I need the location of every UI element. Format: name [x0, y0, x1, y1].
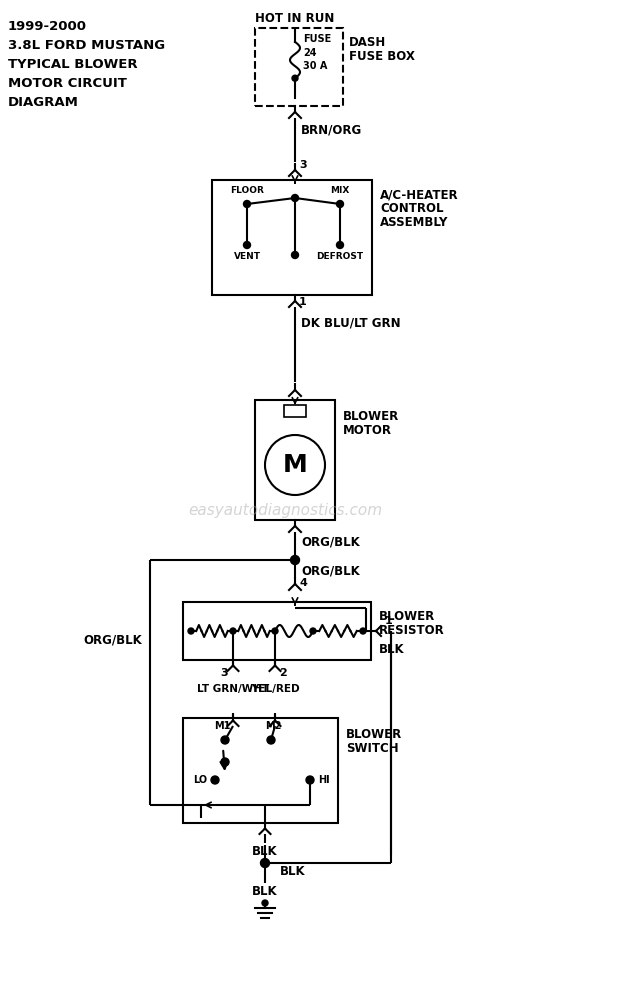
- Text: TYPICAL BLOWER: TYPICAL BLOWER: [8, 58, 138, 71]
- Text: 24: 24: [303, 48, 317, 58]
- Circle shape: [188, 628, 194, 634]
- Text: A/C-HEATER: A/C-HEATER: [380, 188, 459, 201]
- Text: ORG/BLK: ORG/BLK: [83, 634, 142, 647]
- Text: BLOWER: BLOWER: [379, 610, 435, 623]
- Text: SWITCH: SWITCH: [346, 742, 399, 755]
- Text: 2: 2: [279, 668, 287, 678]
- Text: FUSE: FUSE: [303, 34, 332, 44]
- Circle shape: [262, 900, 268, 906]
- Text: DK BLU/LT GRN: DK BLU/LT GRN: [301, 316, 400, 330]
- Text: BRN/ORG: BRN/ORG: [301, 123, 362, 136]
- Bar: [183, 602, 371, 660]
- Circle shape: [292, 251, 298, 258]
- Text: RESISTOR: RESISTOR: [379, 624, 445, 637]
- Circle shape: [292, 75, 298, 81]
- Circle shape: [272, 628, 278, 634]
- Text: MIX: MIX: [330, 186, 350, 195]
- Circle shape: [306, 776, 314, 784]
- Text: 1: 1: [385, 616, 393, 626]
- Text: 4: 4: [299, 578, 307, 588]
- Circle shape: [221, 736, 229, 744]
- Bar: [255, 28, 343, 106]
- Circle shape: [267, 736, 275, 744]
- Bar: [212, 180, 372, 295]
- Text: HI: HI: [318, 775, 329, 785]
- Text: 1: 1: [299, 297, 307, 307]
- Circle shape: [310, 628, 316, 634]
- Circle shape: [221, 758, 229, 766]
- Text: 3: 3: [299, 160, 307, 170]
- Text: YEL/RED: YEL/RED: [251, 684, 299, 694]
- Circle shape: [360, 628, 366, 634]
- Text: CONTROL: CONTROL: [380, 202, 444, 215]
- Text: LT GRN/WHT: LT GRN/WHT: [197, 684, 269, 694]
- Circle shape: [211, 776, 219, 784]
- Circle shape: [243, 200, 250, 208]
- Circle shape: [292, 194, 298, 202]
- Text: M2: M2: [265, 721, 281, 731]
- Text: easyautodiagnostics.com: easyautodiagnostics.com: [188, 502, 382, 518]
- Text: BLK: BLK: [379, 643, 405, 656]
- Text: LO: LO: [193, 775, 207, 785]
- Text: MOTOR: MOTOR: [343, 424, 392, 437]
- Text: BLK: BLK: [252, 885, 278, 898]
- Text: VENT: VENT: [234, 252, 261, 261]
- Text: 30 A: 30 A: [303, 61, 328, 71]
- Circle shape: [261, 858, 269, 867]
- Text: ASSEMBLY: ASSEMBLY: [380, 216, 449, 229]
- Text: HOT IN RUN: HOT IN RUN: [255, 12, 335, 25]
- Bar: [255, 400, 335, 520]
- Text: BLK: BLK: [280, 865, 306, 878]
- Text: DASH: DASH: [349, 36, 386, 49]
- Text: 1999-2000: 1999-2000: [8, 20, 87, 33]
- Text: ORG/BLK: ORG/BLK: [301, 536, 360, 548]
- Circle shape: [336, 241, 344, 248]
- Circle shape: [290, 556, 300, 564]
- Circle shape: [265, 435, 325, 495]
- Text: BLOWER: BLOWER: [343, 410, 399, 423]
- Text: BLOWER: BLOWER: [346, 728, 402, 741]
- Text: 3.8L FORD MUSTANG: 3.8L FORD MUSTANG: [8, 39, 165, 52]
- Text: BLK: BLK: [252, 845, 278, 858]
- Text: DIAGRAM: DIAGRAM: [8, 96, 79, 109]
- Text: ORG/BLK: ORG/BLK: [301, 564, 360, 577]
- Bar: [284, 405, 306, 417]
- Text: M: M: [282, 453, 307, 477]
- Text: MOTOR CIRCUIT: MOTOR CIRCUIT: [8, 77, 127, 90]
- Text: FUSE BOX: FUSE BOX: [349, 50, 415, 63]
- Circle shape: [243, 241, 250, 248]
- Text: M1: M1: [214, 721, 230, 731]
- Circle shape: [230, 628, 236, 634]
- Text: DEFROST: DEFROST: [316, 252, 363, 261]
- Text: FLOOR: FLOOR: [230, 186, 264, 195]
- Text: 3: 3: [221, 668, 228, 678]
- Bar: [183, 718, 338, 823]
- Circle shape: [336, 200, 344, 208]
